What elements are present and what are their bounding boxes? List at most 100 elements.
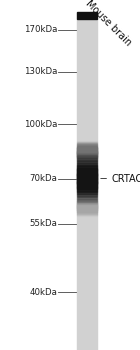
Bar — [77, 208, 97, 209]
Bar — [77, 150, 97, 151]
Bar — [77, 190, 97, 192]
Text: 100kDa: 100kDa — [24, 120, 57, 129]
Bar — [77, 174, 97, 175]
Bar — [77, 209, 97, 210]
Bar — [77, 199, 97, 200]
Text: Mouse brain: Mouse brain — [83, 0, 133, 48]
Bar — [77, 198, 97, 199]
Bar — [77, 206, 97, 208]
Bar — [77, 147, 97, 148]
Bar — [77, 181, 97, 182]
Bar — [77, 148, 97, 149]
Bar — [77, 160, 97, 161]
Bar — [77, 213, 97, 214]
Bar — [77, 159, 97, 160]
Bar — [77, 193, 97, 194]
Bar — [77, 209, 97, 210]
Bar — [77, 211, 97, 212]
Bar — [77, 201, 97, 202]
Bar — [77, 210, 97, 211]
Bar — [77, 161, 97, 162]
Bar — [77, 194, 97, 196]
Bar — [77, 189, 97, 191]
Bar — [77, 197, 97, 198]
Bar — [77, 148, 97, 149]
Bar — [77, 146, 97, 147]
Bar — [77, 164, 97, 166]
Bar — [77, 142, 97, 144]
Bar — [77, 157, 97, 158]
Bar — [77, 204, 97, 205]
Bar — [77, 158, 97, 159]
Bar — [77, 184, 97, 185]
Bar — [77, 201, 97, 202]
Bar — [77, 160, 97, 161]
Bar — [77, 203, 97, 204]
Bar — [77, 159, 97, 160]
Bar — [77, 178, 97, 180]
Bar — [77, 214, 97, 215]
Bar — [77, 214, 97, 215]
Text: 130kDa: 130kDa — [24, 67, 57, 76]
Bar — [77, 212, 97, 213]
Bar — [77, 158, 97, 160]
Bar — [77, 156, 97, 158]
Bar — [77, 154, 97, 155]
Bar — [77, 167, 97, 168]
Bar — [77, 198, 97, 199]
Bar — [77, 148, 97, 149]
Bar — [77, 141, 97, 142]
Bar — [77, 176, 97, 177]
Bar — [77, 204, 97, 205]
Bar — [77, 198, 97, 200]
Bar — [77, 207, 97, 208]
Bar — [77, 213, 97, 214]
Bar — [77, 192, 97, 193]
Bar — [77, 150, 97, 151]
Bar — [77, 158, 97, 159]
Bar — [77, 142, 97, 143]
Bar — [77, 209, 97, 210]
Bar — [77, 195, 97, 196]
Bar — [77, 168, 97, 169]
Bar — [77, 158, 97, 159]
Bar — [77, 148, 97, 149]
Bar — [77, 202, 97, 203]
Text: 70kDa: 70kDa — [30, 174, 57, 183]
Bar — [77, 153, 97, 154]
Bar — [77, 181, 97, 183]
Bar — [77, 208, 97, 209]
Bar — [77, 145, 97, 146]
Bar — [77, 153, 97, 154]
Bar — [77, 151, 97, 152]
Bar — [77, 160, 97, 161]
Bar — [77, 202, 97, 203]
Bar — [77, 162, 97, 163]
Bar — [77, 184, 97, 186]
Bar — [77, 198, 97, 199]
Bar — [77, 198, 97, 199]
Bar — [77, 141, 97, 142]
Bar — [77, 12, 97, 19]
Bar — [77, 149, 97, 150]
Bar — [77, 183, 97, 184]
Bar — [77, 201, 97, 202]
Bar — [77, 215, 97, 216]
Bar — [77, 200, 97, 201]
Bar — [77, 156, 97, 157]
Bar — [77, 201, 97, 202]
Bar — [77, 161, 97, 163]
Bar — [77, 161, 97, 162]
Bar — [77, 180, 97, 181]
Bar — [77, 196, 97, 197]
Bar — [77, 147, 97, 148]
Bar — [77, 155, 97, 156]
Bar — [77, 161, 97, 162]
Bar — [77, 198, 97, 199]
Bar — [77, 142, 97, 143]
Bar — [77, 151, 97, 152]
Bar — [77, 211, 97, 212]
Bar — [77, 159, 97, 160]
Bar — [77, 155, 97, 156]
Bar — [77, 201, 97, 202]
